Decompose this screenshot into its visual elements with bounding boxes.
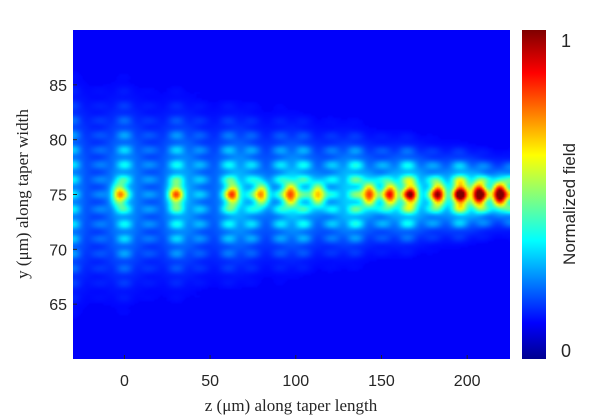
y-tick-label: 85 bbox=[49, 78, 67, 95]
y-tick-label: 70 bbox=[49, 242, 67, 259]
x-axis-label: z (μm) along taper length bbox=[205, 396, 378, 415]
hotspot-5 bbox=[314, 189, 322, 201]
hotspot-7 bbox=[386, 189, 394, 201]
y-tick-label: 75 bbox=[49, 188, 67, 205]
hotspot-10 bbox=[456, 189, 464, 201]
colorbar-min-label: 0 bbox=[561, 341, 571, 361]
y-axis: 65 70 75 80 85 bbox=[49, 78, 77, 314]
x-tick-label: 100 bbox=[282, 373, 309, 390]
hotspot-4 bbox=[287, 189, 295, 201]
x-tick-label: 50 bbox=[201, 373, 219, 390]
y-tick-label: 65 bbox=[49, 297, 67, 314]
hotspot-3 bbox=[258, 189, 266, 201]
hotspot-0 bbox=[115, 189, 123, 201]
hotspot-2 bbox=[228, 189, 236, 201]
hotspot-11 bbox=[475, 189, 483, 201]
hotspot-9 bbox=[434, 189, 442, 201]
heatmap-image bbox=[73, 30, 510, 359]
hotspot-12 bbox=[496, 189, 504, 201]
hotspot-8 bbox=[407, 189, 415, 201]
colorbar bbox=[522, 30, 546, 359]
hotspot-6 bbox=[365, 189, 373, 201]
x-tick-label: 200 bbox=[454, 373, 481, 390]
x-axis: 0 50 100 150 200 bbox=[120, 355, 481, 390]
x-tick-label: 0 bbox=[120, 373, 129, 390]
hotspot-1 bbox=[172, 189, 180, 201]
y-axis-label: y (μm) along taper width bbox=[13, 109, 32, 279]
y-tick-label: 80 bbox=[49, 133, 67, 150]
x-tick-label: 150 bbox=[368, 373, 395, 390]
colorbar-max-label: 1 bbox=[561, 31, 571, 51]
colorbar-label: Normalized field bbox=[560, 143, 579, 265]
